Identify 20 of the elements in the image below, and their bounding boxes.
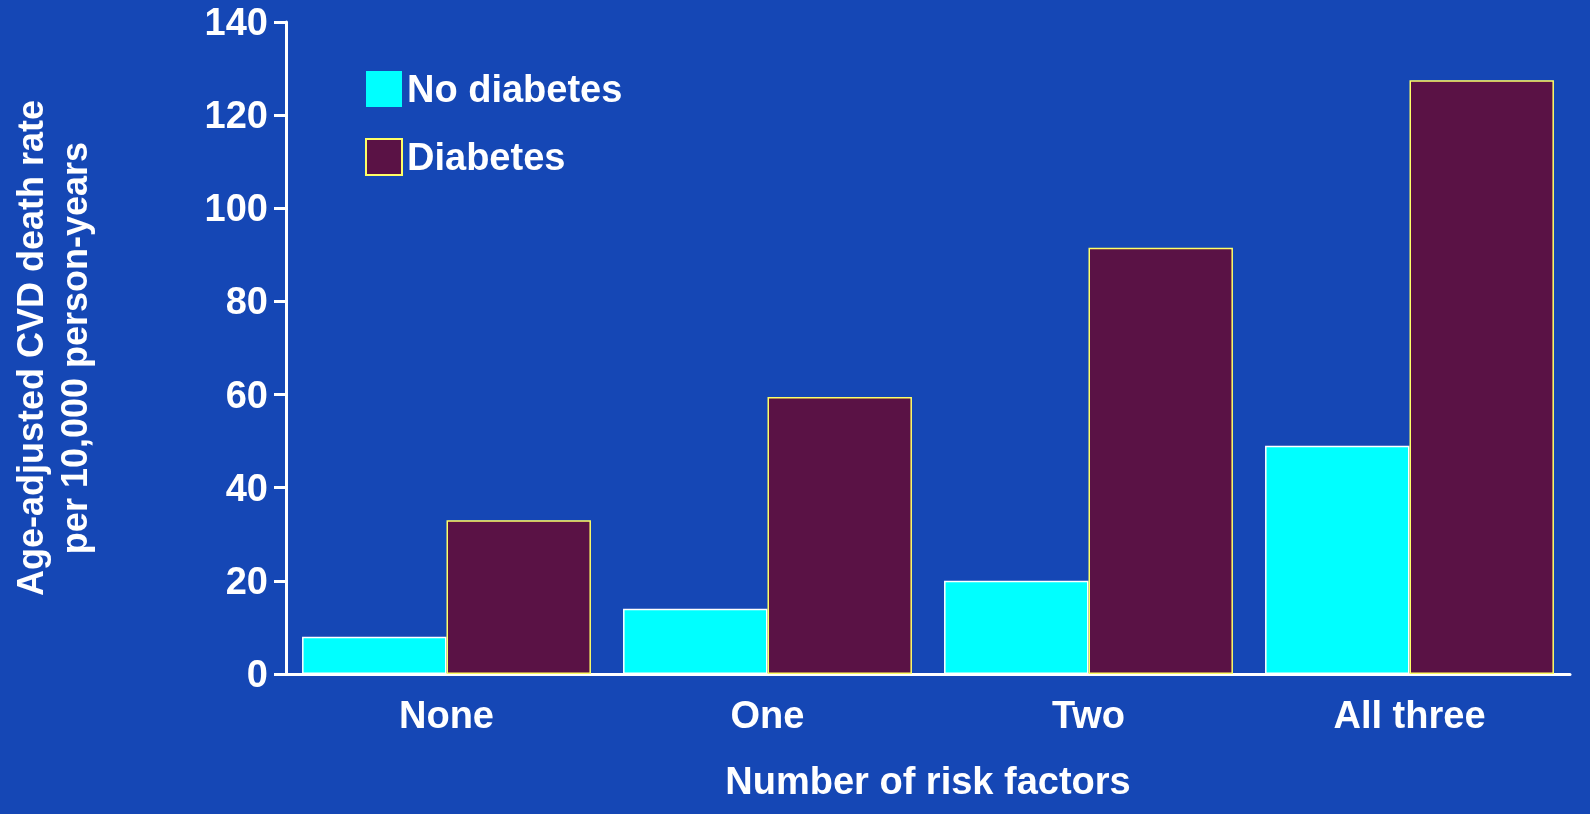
x-tick-label: None <box>399 694 494 736</box>
y-tick-label: 120 <box>204 94 268 137</box>
y-tick-label: 140 <box>204 1 268 43</box>
bar <box>1409 80 1554 674</box>
y-tick-label: 60 <box>225 373 268 416</box>
y-tick-label: 80 <box>225 280 268 323</box>
legend-label: Diabetes <box>407 136 566 178</box>
x-axis-title: Number of risk factors <box>725 760 1131 802</box>
bar <box>446 520 591 674</box>
y-axis-title: Age-adjusted CVD death rate per 10,000 person-years <box>9 99 95 597</box>
x-tick-label: All three <box>1333 694 1486 736</box>
x-tick-label: Two <box>1051 694 1126 736</box>
bar <box>767 396 912 674</box>
y-tick-label: 40 <box>225 466 268 509</box>
y-tick-label: 100 <box>204 187 268 230</box>
x-tick-label: One <box>730 694 805 736</box>
y-tick-label: 20 <box>225 559 268 602</box>
bar <box>1088 247 1233 674</box>
y-tick-label: 0 <box>246 653 268 695</box>
legend-label: No diabetes <box>407 68 623 110</box>
